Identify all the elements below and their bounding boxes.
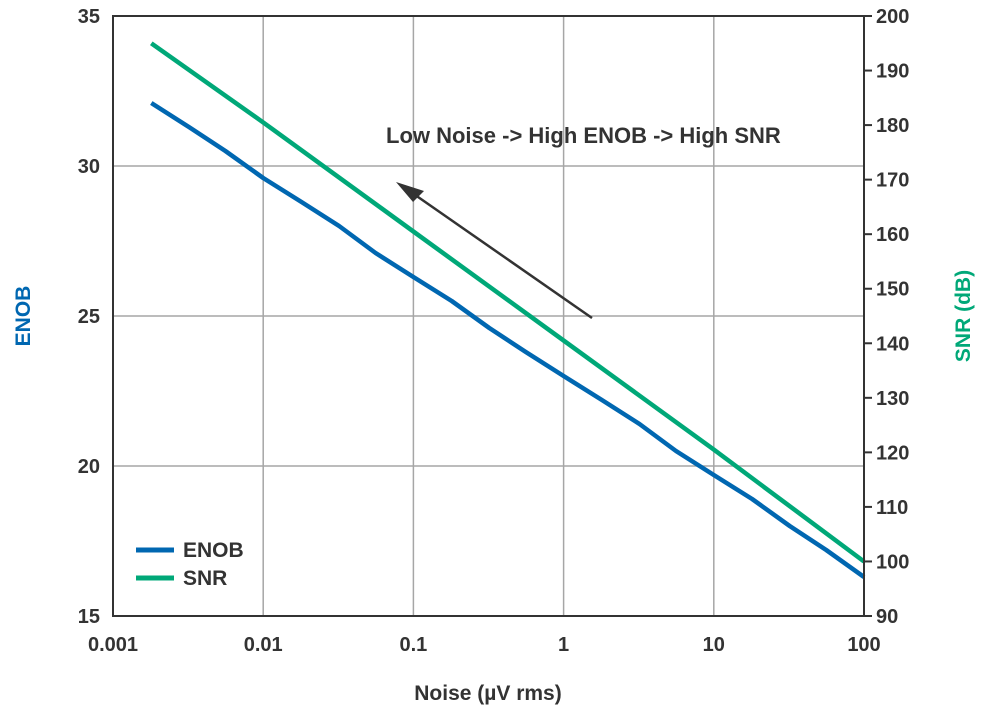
x-tick-label: 1 [558,634,569,656]
y-right-tick-label: 160 [876,224,909,246]
x-tick-label: 100 [847,634,880,656]
y-right-tick-label: 200 [876,6,909,28]
y-right-tick-label: 150 [876,279,909,301]
series-line-enob [150,101,866,579]
y-right-tick-label: 100 [876,551,909,573]
x-tick-label: 10 [703,634,725,656]
x-tick-label: 0.1 [399,634,427,656]
y-right-tick-label: 110 [876,497,908,519]
y-left-tick-label: 20 [78,456,100,478]
x-tick-label: 0.01 [244,634,283,656]
plot-frame [112,15,865,617]
y-right-tick-label: 190 [876,61,909,83]
y-left-axis-title: ENOB [12,286,35,347]
annotation-arrow [407,188,593,320]
y-left-tick-labels: 15 20 25 30 35 [78,6,100,628]
y-left-tick-label: 25 [78,306,100,328]
y-right-axis-title: SNR (dB) [952,270,975,362]
y-right-tick-label: 180 [876,115,909,137]
gridlines [113,16,864,616]
annotation-arrowhead [396,182,424,202]
legend: ENOB SNR [136,539,244,590]
annotation: Low Noise -> High ENOB -> High SNR [386,123,781,320]
series-lines [150,41,866,579]
y-right-tick-label: 130 [876,388,909,410]
legend-label-enob: ENOB [183,539,244,562]
annotation-text: Low Noise -> High ENOB -> High SNR [386,123,781,148]
legend-label-snr: SNR [183,567,227,590]
y-right-tick-labels: 90 100 110 120 130 140 150 160 170 180 190 200 [864,6,909,628]
y-left-tick-label: 35 [78,6,100,28]
x-tick-labels: 0.001 0.01 0.1 1 10 100 [88,634,881,656]
y-right-tick-label: 90 [876,606,898,628]
y-right-tick-label: 170 [876,170,909,192]
x-tick-label: 0.001 [88,634,138,656]
y-right-tick-label: 120 [876,442,909,464]
y-left-tick-label: 15 [78,606,100,628]
series-line-snr [150,41,866,564]
y-right-tick-label: 140 [876,333,909,355]
x-axis-title: Noise (µV rms) [414,682,561,705]
y-left-tick-label: 30 [78,156,100,178]
